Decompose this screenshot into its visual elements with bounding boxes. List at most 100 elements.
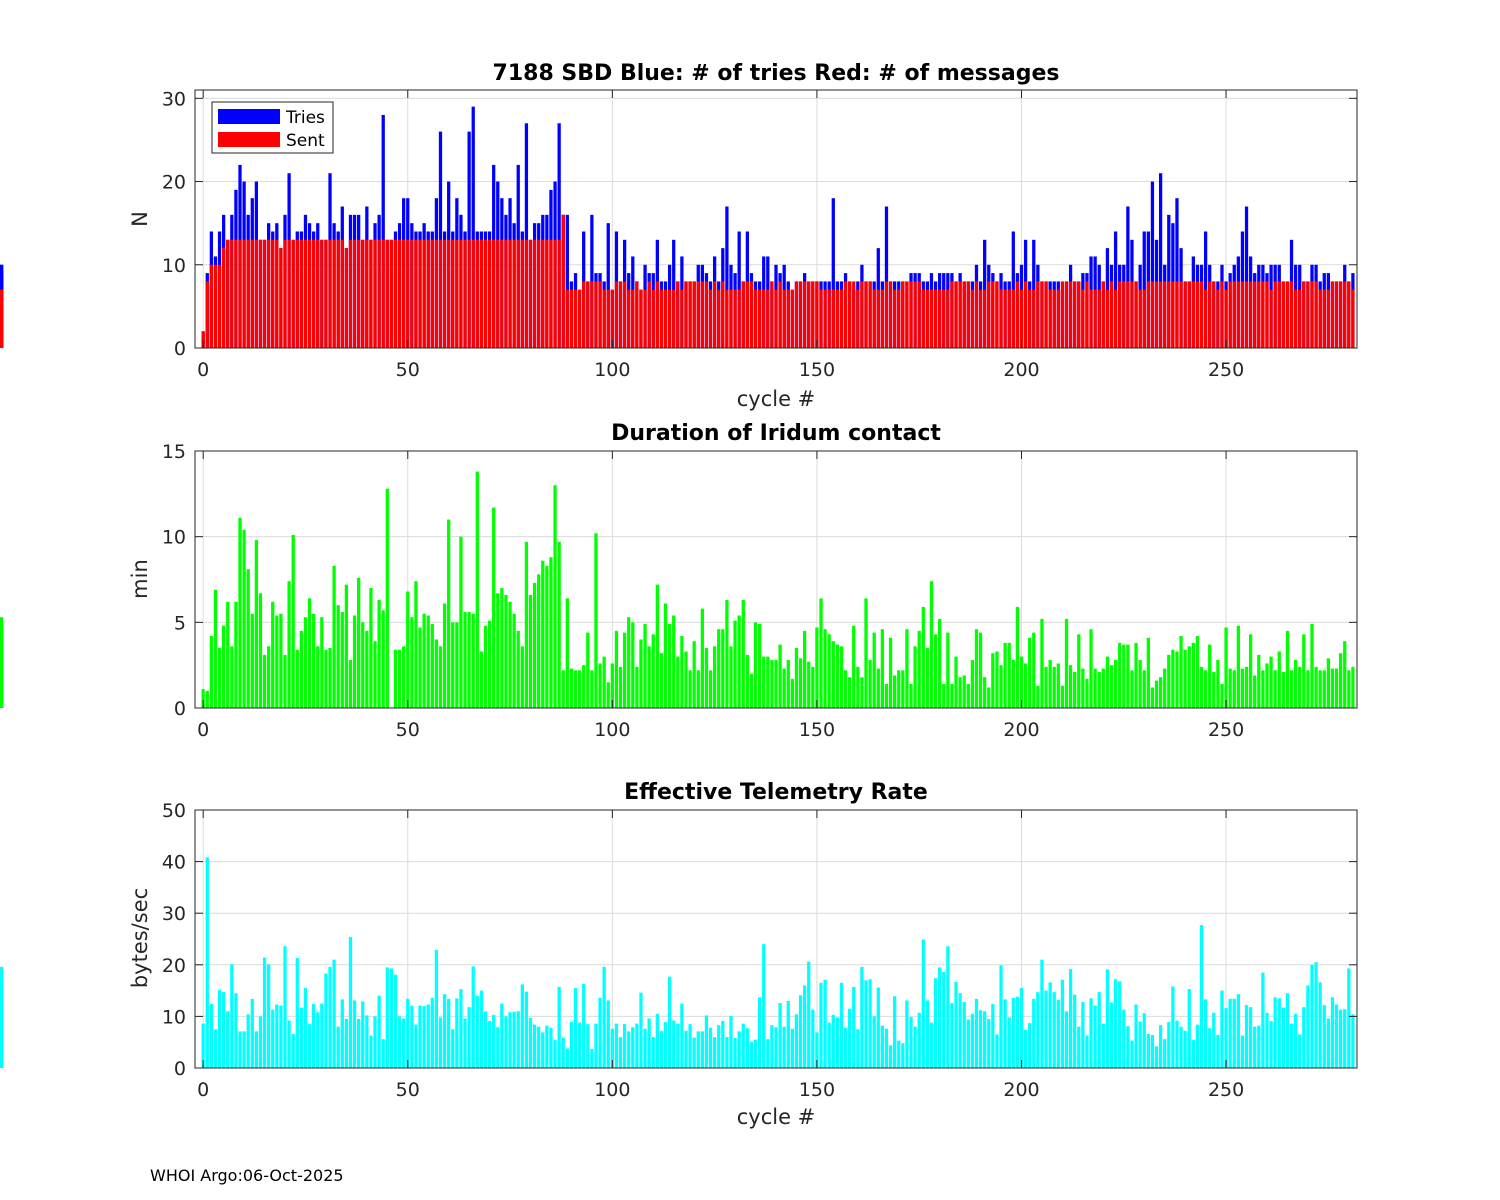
y-tick-label: 50 <box>162 800 186 822</box>
bar-rate <box>496 1027 500 1068</box>
bar-sent <box>254 239 259 348</box>
bar-rate <box>1093 1005 1097 1068</box>
bar-rate <box>860 966 864 1068</box>
bar-duration <box>226 601 230 708</box>
bar-sent <box>1322 289 1326 348</box>
bar-rate <box>823 979 827 1068</box>
bar-rate <box>230 964 234 1068</box>
bar-rate <box>749 1041 754 1068</box>
bar-sent <box>361 239 365 348</box>
bar-rate <box>778 1002 782 1068</box>
bar-rate <box>672 1020 676 1068</box>
bar-rate <box>995 1034 999 1068</box>
bar-duration <box>1334 668 1339 708</box>
bar-duration <box>1212 672 1216 708</box>
bar-duration <box>1269 656 1273 708</box>
bar-rate <box>246 1014 250 1068</box>
bar-duration <box>618 666 623 708</box>
bar-rate <box>254 1031 259 1068</box>
bar-sent <box>1240 281 1245 348</box>
bar-duration <box>938 618 942 708</box>
bar-rate <box>528 1017 533 1068</box>
bar-rate <box>569 1022 574 1068</box>
bar-rate <box>897 1040 901 1068</box>
bar-rate <box>520 984 524 1068</box>
bar-duration <box>1060 685 1065 708</box>
bar-rate <box>651 1037 655 1068</box>
bar-sent <box>385 239 389 348</box>
bar-rate <box>373 1016 377 1068</box>
bar-sent <box>848 281 852 348</box>
bar-duration <box>835 644 840 708</box>
bar-rate <box>618 1037 623 1068</box>
bar-tries <box>1175 198 1179 348</box>
bar-duration <box>1130 670 1134 708</box>
bar-duration <box>287 581 291 708</box>
bar-duration <box>1154 680 1159 708</box>
bar-duration <box>745 654 749 708</box>
bar-sent <box>708 289 713 348</box>
bar-duration <box>704 648 709 708</box>
bar-tries <box>565 214 569 348</box>
bar-duration <box>1036 685 1040 708</box>
bar-duration <box>1052 666 1056 708</box>
bar-sent <box>938 289 942 348</box>
bar-sent <box>352 239 357 348</box>
bar-duration <box>422 613 426 708</box>
bar-sent <box>1220 281 1224 348</box>
bar-rate <box>1240 1035 1245 1068</box>
bar-rate <box>1154 1046 1159 1068</box>
bar-sent <box>1265 281 1269 348</box>
bar-sent <box>569 289 574 348</box>
bar-sent <box>606 289 610 348</box>
bar-rate <box>913 1026 917 1068</box>
bar-duration <box>983 677 987 708</box>
bar-sent <box>1261 281 1265 348</box>
bar-sent <box>696 281 700 348</box>
bar-rate <box>1097 992 1101 1068</box>
bar-sent <box>766 289 770 348</box>
bar-rate <box>234 993 238 1068</box>
bar-rate <box>557 986 561 1068</box>
telemetry-rate-chart: 0 50 100 150 200 250 0 10 20 30 40 50 Effective Tel… <box>0 780 1358 1129</box>
bar-duration <box>361 622 365 708</box>
bar-tries <box>524 123 529 349</box>
legend-label-tries: Tries <box>285 108 325 128</box>
bar-sent <box>635 281 639 348</box>
bar-rate <box>733 1038 737 1068</box>
bar-sent <box>312 239 316 348</box>
bar-rate <box>377 995 381 1068</box>
bar-rate <box>434 949 439 1068</box>
bar-sent <box>966 281 970 348</box>
bar-duration <box>860 677 864 708</box>
bar-duration <box>267 646 271 708</box>
bar-sent <box>933 289 938 348</box>
bar-duration <box>1032 632 1036 708</box>
bar-duration <box>0 641 4 708</box>
bar-sent <box>770 281 774 348</box>
bars <box>0 106 1355 349</box>
bar-rate <box>438 1017 443 1068</box>
bar-tries <box>1244 206 1249 348</box>
bar-sent <box>725 289 729 348</box>
bar-sent <box>782 289 786 348</box>
bar-rate <box>213 1029 218 1068</box>
bar-sent <box>520 239 524 348</box>
bar-rate <box>987 1018 991 1068</box>
bar-duration <box>1261 670 1265 708</box>
bar-duration <box>332 565 336 708</box>
bar-sent <box>434 239 439 348</box>
bar-duration <box>1195 636 1200 708</box>
bar-sent <box>811 281 815 348</box>
bar-duration <box>1281 672 1285 708</box>
bar-rate <box>1326 1018 1330 1068</box>
bar-sent <box>1015 281 1020 348</box>
bar-sent <box>365 239 369 348</box>
bar-rate <box>500 1003 504 1068</box>
bar-rate <box>1077 1026 1081 1068</box>
bar-rate <box>1109 1002 1114 1068</box>
y-tick-label: 10 <box>162 527 186 549</box>
bar-duration <box>299 630 304 708</box>
bar-rate <box>1040 959 1044 1068</box>
bar-sent <box>422 239 426 348</box>
